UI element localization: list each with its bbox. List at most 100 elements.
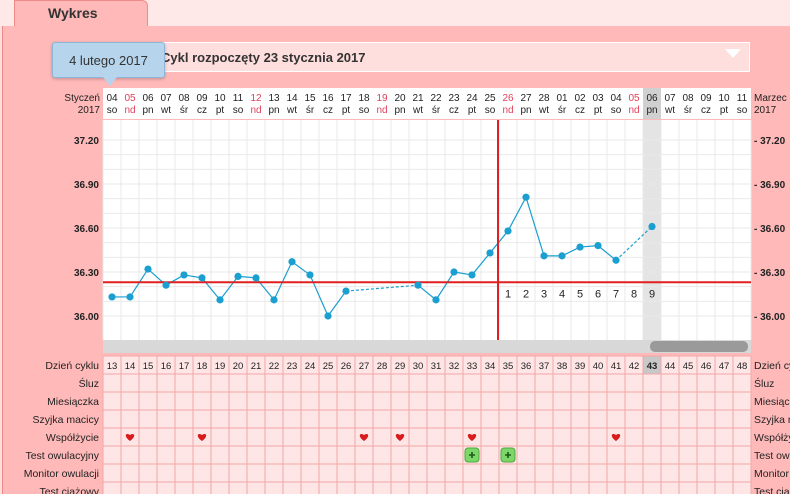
h-scrollbar	[103, 340, 751, 353]
cycle-day-number: 24	[305, 361, 316, 372]
luteal-day-label: 7	[613, 288, 619, 300]
y-tick-label: 37.20	[74, 136, 99, 147]
date-label: 15	[304, 93, 316, 104]
luteal-day-label: 5	[577, 288, 583, 300]
cycle-day-number: 16	[161, 361, 172, 372]
temperature-point	[558, 252, 566, 260]
cycle-day-number: 48	[737, 361, 748, 372]
cycle-day-number: 36	[521, 361, 532, 372]
luteal-day-label: 1	[505, 288, 511, 300]
cycle-day-number: 28	[377, 361, 388, 372]
row-label-right: Współżycie	[754, 432, 790, 444]
weekday-label: wt	[160, 105, 171, 116]
row-label-right: Miesiączka	[754, 396, 790, 408]
row-label-left: Dzień cyklu	[45, 360, 99, 372]
cycle-day-number: 47	[719, 361, 730, 372]
date-label: 27	[520, 93, 532, 104]
cycle-day-number: 37	[539, 361, 550, 372]
weekday-label: pt	[720, 105, 729, 116]
cycle-day-number: 34	[485, 361, 496, 372]
weekday-label: nd	[502, 105, 513, 116]
temperature-gap-segment	[615, 226, 653, 261]
weekday-label: nd	[250, 105, 261, 116]
row-label-left: Test ciążowy	[39, 486, 99, 494]
date-tooltip-text: 4 lutego 2017	[69, 53, 148, 68]
weekday-label: so	[107, 105, 118, 116]
date-label: 09	[700, 93, 712, 104]
cycle-day-number: 46	[701, 361, 712, 372]
cycle-day-number: 27	[359, 361, 370, 372]
temperature-point	[216, 296, 224, 304]
temperature-segment	[507, 196, 527, 232]
weekday-label: cz	[701, 105, 711, 116]
date-label: 02	[574, 93, 586, 104]
year-label-left: 2017	[78, 105, 101, 116]
cycle-day-number: 40	[593, 361, 604, 372]
date-label: 18	[358, 93, 370, 104]
month-label-left: Styczeń	[64, 93, 100, 104]
temperature-segment	[219, 276, 239, 301]
temperature-point	[270, 296, 278, 304]
cycle-day-number: 35	[503, 361, 514, 372]
highlight-header	[643, 88, 661, 119]
weekday-label: pt	[342, 105, 351, 116]
cycle-day-number: 22	[269, 361, 280, 372]
y-tick-label-right: - 36.00	[754, 312, 786, 323]
weekday-label: śr	[306, 105, 315, 116]
cycle-day-number: 21	[251, 361, 262, 372]
cycle-day-number: 15	[143, 361, 154, 372]
date-label: 08	[178, 93, 190, 104]
date-label: 14	[286, 93, 298, 104]
date-tooltip: 4 lutego 2017	[52, 42, 165, 86]
row-label-left: Monitor owulacji	[24, 468, 99, 480]
y-tick-label-right: - 36.90	[754, 180, 786, 191]
row-label-left: Współżycie	[46, 432, 99, 444]
date-label: 03	[592, 93, 604, 104]
cycle-select-label: Cykl rozpoczęty 23 stycznia 2017	[161, 50, 366, 65]
heart-icon	[125, 433, 135, 441]
cycle-day-number: 26	[341, 361, 352, 372]
y-tick-label-right: - 37.20	[754, 136, 786, 147]
date-label: 10	[214, 93, 226, 104]
weekday-label: pn	[646, 105, 657, 116]
weekday-label: cz	[449, 105, 459, 116]
chevron-down-icon	[725, 49, 741, 58]
row-label-right: Dzień cyklu	[754, 360, 790, 372]
date-label: 06	[142, 93, 154, 104]
h-scrollbar-thumb	[650, 341, 748, 352]
temperature-point	[540, 252, 548, 260]
temperature-gap-segment	[345, 284, 419, 292]
temperature-point	[234, 272, 242, 280]
weekday-label: nd	[628, 105, 639, 116]
cycle-select[interactable]: Cykl rozpoczęty 23 stycznia 2017	[150, 42, 750, 72]
temperature-point	[126, 293, 134, 301]
heart-icon	[467, 433, 477, 441]
temperature-point	[504, 227, 512, 235]
temperature-point	[486, 249, 494, 257]
heart-icon	[611, 433, 621, 441]
tooltip-pointer	[103, 77, 117, 86]
date-label: 23	[448, 93, 460, 104]
temperature-point	[252, 274, 260, 282]
weekday-label: so	[611, 105, 622, 116]
luteal-day-label: 6	[595, 288, 601, 300]
temperature-point	[594, 242, 602, 250]
row-label-right: Szyjka macicy	[754, 414, 790, 426]
cycle-day-number: 23	[287, 361, 298, 372]
cycle-day-number: 38	[557, 361, 568, 372]
row-label-right: Test ciążowy	[754, 486, 790, 494]
heart-icon	[197, 433, 207, 441]
month-label-right: Marzec	[754, 93, 787, 104]
date-label: 12	[250, 93, 262, 104]
date-label: 08	[682, 93, 694, 104]
weekday-label: pn	[268, 105, 279, 116]
weekday-label: cz	[575, 105, 585, 116]
tab-wykres[interactable]: Wykres	[14, 0, 148, 26]
y-tick-label: 36.90	[74, 180, 99, 191]
temperature-segment	[471, 252, 491, 276]
temperature-point	[468, 271, 476, 279]
temperature-point	[414, 281, 422, 289]
weekday-label: so	[737, 105, 748, 116]
weekday-label: so	[485, 105, 496, 116]
